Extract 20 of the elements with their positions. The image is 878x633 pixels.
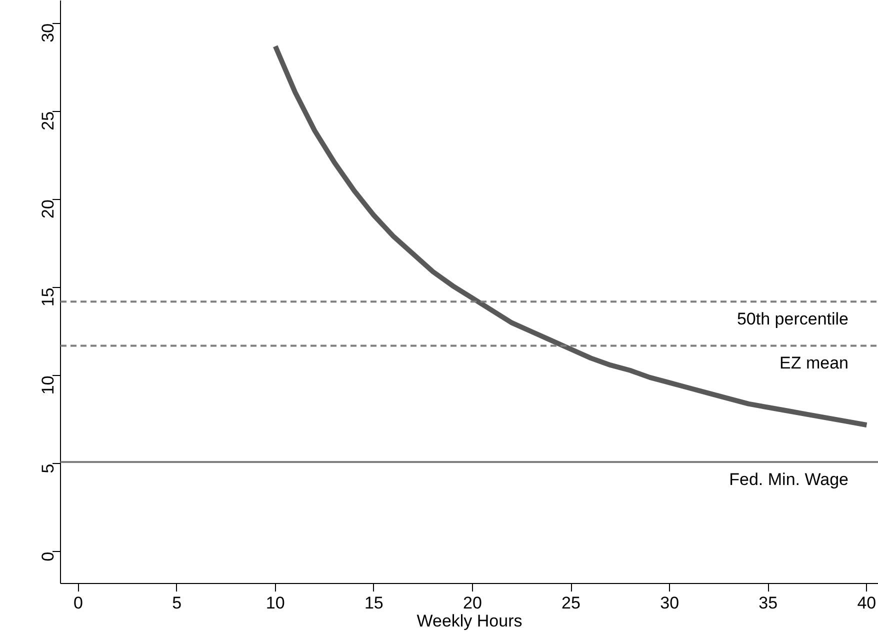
x-tick-label: 20 xyxy=(463,594,482,612)
y-tick-label: 25 xyxy=(38,111,58,130)
y-tick-label: 0 xyxy=(38,552,58,562)
y-tick-label: 30 xyxy=(38,23,58,42)
ref-line-label: EZ mean xyxy=(780,354,849,373)
x-tick-label: 35 xyxy=(758,594,778,612)
x-tick-label: 15 xyxy=(364,594,384,612)
y-tick-label: 5 xyxy=(38,464,58,474)
x-tick-label: 25 xyxy=(562,594,580,612)
x-tick-label: 5 xyxy=(172,594,182,612)
x-axis-title: Weekly Hours xyxy=(416,612,522,630)
x-tick-label: 40 xyxy=(857,594,876,612)
x-tick-label: 0 xyxy=(74,594,83,612)
ref-line-label: 50th percentile xyxy=(736,310,849,329)
x-tick-label: 10 xyxy=(266,594,285,612)
ref-line-label: Fed. Min. Wage xyxy=(729,470,848,489)
y-tick-label: 15 xyxy=(38,288,58,307)
x-tick-label: 30 xyxy=(660,594,680,612)
y-tick-label: 20 xyxy=(38,200,58,218)
y-tick-label: 10 xyxy=(38,376,58,395)
